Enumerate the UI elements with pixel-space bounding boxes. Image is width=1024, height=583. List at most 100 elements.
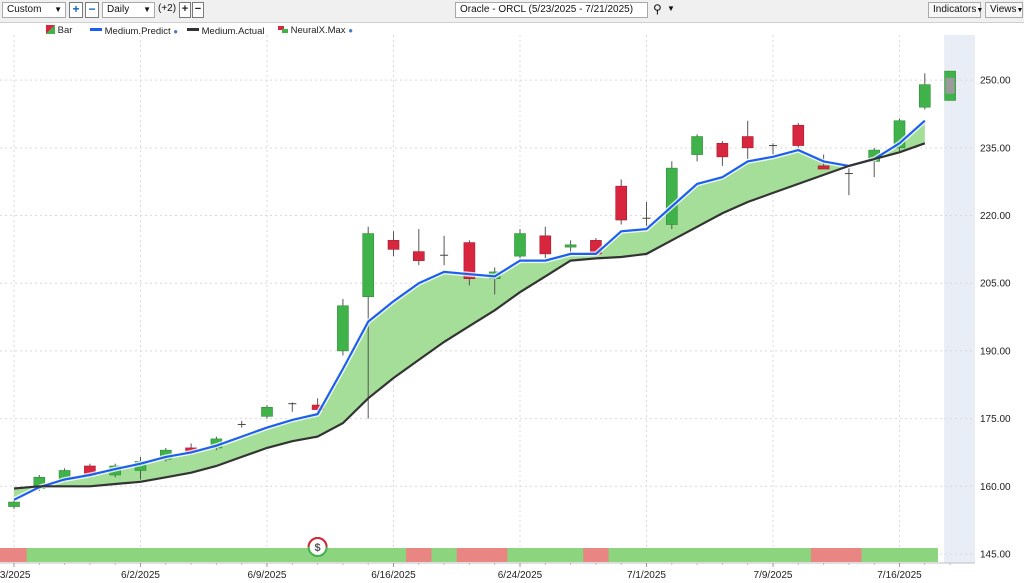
- strip-segment: [203, 548, 230, 562]
- y-tick-label: 250.00: [980, 76, 1011, 87]
- x-tick-label: 5/23/2025: [0, 570, 31, 581]
- candle: [261, 405, 273, 419]
- strip-segment: [912, 548, 938, 562]
- forecast-region: [944, 35, 975, 563]
- candle-body: [665, 167, 678, 225]
- legend-item-neural[interactable]: NeuralX.Max ●: [278, 25, 353, 36]
- candle: [893, 118, 906, 153]
- legend-predict-label: Medium.Predict: [104, 26, 171, 37]
- axes: 145.00 160.00 175.00 190.00 205.00 220.00 235.…: [0, 76, 1011, 581]
- views-button[interactable]: Views▼: [985, 2, 1023, 18]
- remove-indicator-button[interactable]: −: [192, 2, 204, 18]
- chevron-down-icon[interactable]: ▼: [667, 4, 675, 13]
- strip-segment: [684, 548, 711, 562]
- candle: [769, 143, 777, 155]
- settings-dot-icon[interactable]: ●: [348, 26, 354, 35]
- plus-icon: +: [181, 3, 189, 15]
- settings-dot-icon[interactable]: ●: [173, 27, 179, 36]
- indicators-button[interactable]: Indicators▼: [928, 2, 984, 18]
- strip-segment: [861, 548, 888, 562]
- neural-swatch-icon: [278, 26, 288, 33]
- legend-item-predict[interactable]: Medium.Predict ●: [90, 25, 178, 37]
- candle: [716, 141, 729, 166]
- plus-icon: +: [72, 2, 80, 16]
- indicator-count: (+2): [158, 3, 177, 14]
- signal-strip: [0, 548, 938, 562]
- blue-line-swatch-icon: [90, 28, 102, 31]
- strip-segment: [51, 548, 78, 562]
- band-area: [14, 120, 925, 500]
- toolbar: Custom ▼ + − Daily ▼ (+2) + − Oracle - O…: [0, 0, 1024, 23]
- chevron-down-icon: ▼: [143, 5, 151, 14]
- x-tick-label: 6/2/2025: [121, 570, 160, 581]
- strip-segment: [810, 548, 837, 562]
- signal-badge-arc: [307, 537, 328, 548]
- strip-segment: [229, 548, 255, 562]
- add-indicator-button[interactable]: +: [179, 2, 191, 18]
- views-label: Views: [990, 4, 1017, 15]
- candle: [691, 134, 703, 162]
- candle-body: [918, 84, 931, 108]
- strip-segment: [431, 548, 458, 562]
- signal-badge[interactable]: $: [307, 537, 328, 557]
- strip-segment: [735, 548, 761, 562]
- candle: [463, 240, 476, 286]
- legend-item-actual[interactable]: Medium.Actual: [187, 25, 264, 37]
- candle-body: [741, 136, 754, 149]
- interval-select[interactable]: Daily ▼: [102, 2, 155, 18]
- strip-segment: [836, 548, 863, 562]
- prediction-band: [14, 120, 925, 500]
- strip-segment: [785, 548, 812, 562]
- search-icon[interactable]: ⚲: [653, 2, 662, 16]
- legend-bar-label: Bar: [57, 25, 73, 36]
- strip-segment: [709, 548, 736, 562]
- period-select[interactable]: Custom ▼: [2, 2, 66, 18]
- indicator-lines: [12, 118, 927, 503]
- y-tick-label: 190.00: [980, 346, 1011, 357]
- strip-segment: [507, 548, 534, 562]
- strip-segment: [26, 548, 53, 562]
- strip-segment: [456, 548, 483, 562]
- zoom-out-button[interactable]: −: [85, 2, 99, 18]
- y-tick-label: 175.00: [980, 414, 1011, 425]
- strip-segment: [886, 548, 913, 562]
- strip-segment: [330, 548, 357, 562]
- candle: [918, 73, 931, 110]
- strip-segment: [608, 548, 635, 562]
- y-tick-label: 160.00: [980, 482, 1011, 493]
- symbol-field[interactable]: Oracle - ORCL (5/23/2025 - 7/21/2025): [455, 2, 648, 18]
- y-tick-label: 205.00: [980, 279, 1011, 290]
- strip-segment: [153, 548, 179, 562]
- caret-down-icon: ▼: [976, 7, 984, 14]
- candle: [387, 231, 400, 257]
- strip-segment: [380, 548, 407, 562]
- caret-down-icon: ▼: [1016, 7, 1024, 14]
- minus-icon: −: [194, 3, 202, 15]
- strip-segment: [77, 548, 104, 562]
- indicators-label: Indicators: [933, 4, 977, 15]
- x-tick-label: 6/16/2025: [371, 570, 416, 581]
- candle-body: [615, 185, 628, 221]
- strip-segment: [482, 548, 508, 562]
- strip-segment: [279, 548, 306, 562]
- candle: [288, 402, 297, 412]
- candle: [337, 299, 349, 356]
- candle: [440, 235, 449, 266]
- legend-item-bar[interactable]: Bar: [46, 25, 72, 36]
- actual-line: [13, 142, 926, 490]
- candle-body: [539, 235, 552, 255]
- candle-body: [691, 136, 703, 155]
- x-tick-label: 6/24/2025: [498, 570, 543, 581]
- candle: [741, 120, 754, 160]
- y-tick-label: 145.00: [980, 549, 1011, 560]
- strip-segment: [633, 548, 660, 562]
- strip-segment: [532, 548, 559, 562]
- candle: [665, 161, 678, 230]
- strip-segment: [760, 548, 787, 562]
- period-select-value: Custom: [7, 4, 42, 15]
- x-tick-label: 7/16/2025: [877, 570, 922, 581]
- candle-body: [387, 240, 400, 250]
- zoom-in-button[interactable]: +: [69, 2, 83, 18]
- y-tick-label: 235.00: [980, 143, 1011, 154]
